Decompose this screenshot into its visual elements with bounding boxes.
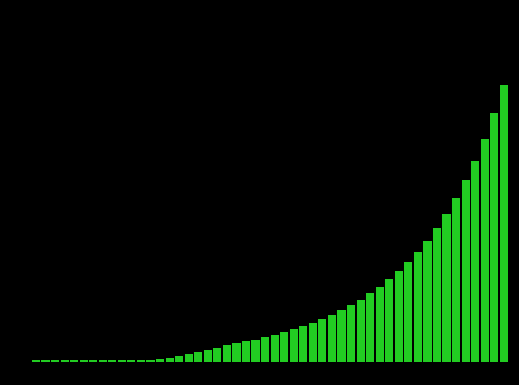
Bar xyxy=(318,319,326,362)
Bar xyxy=(233,343,240,362)
Bar xyxy=(366,293,374,362)
Bar xyxy=(223,345,231,362)
Bar xyxy=(137,360,145,362)
Bar xyxy=(127,360,135,362)
Bar xyxy=(70,360,78,362)
Bar xyxy=(175,356,183,362)
Bar xyxy=(32,360,40,362)
Bar xyxy=(146,360,155,362)
Bar xyxy=(357,300,365,362)
Bar xyxy=(61,360,69,362)
Bar xyxy=(166,358,174,362)
Bar xyxy=(185,354,193,362)
Bar xyxy=(452,198,460,362)
Bar xyxy=(500,85,508,362)
Bar xyxy=(404,261,413,362)
Bar xyxy=(395,271,403,362)
Bar xyxy=(156,359,164,362)
Bar xyxy=(424,241,431,362)
Bar xyxy=(79,360,88,362)
Bar xyxy=(194,352,202,362)
Bar xyxy=(290,330,298,362)
Bar xyxy=(299,326,307,362)
Bar xyxy=(481,139,489,362)
Bar xyxy=(376,287,384,362)
Bar xyxy=(347,305,355,362)
Bar xyxy=(328,315,336,362)
Bar xyxy=(252,340,260,362)
Bar xyxy=(213,348,222,362)
Bar xyxy=(51,360,59,362)
Bar xyxy=(261,337,269,362)
Bar xyxy=(461,180,470,362)
Bar xyxy=(337,310,346,362)
Bar xyxy=(89,360,97,362)
Bar xyxy=(433,228,441,362)
Bar xyxy=(270,335,279,362)
Bar xyxy=(42,360,49,362)
Bar xyxy=(118,360,126,362)
Bar xyxy=(471,161,479,362)
Bar xyxy=(242,341,250,362)
Bar xyxy=(490,114,498,362)
Bar xyxy=(309,323,317,362)
Bar xyxy=(385,279,393,362)
Bar xyxy=(414,252,422,362)
Bar xyxy=(204,350,212,362)
Bar xyxy=(99,360,107,362)
Bar xyxy=(280,332,288,362)
Bar xyxy=(108,360,116,362)
Bar xyxy=(443,214,450,362)
